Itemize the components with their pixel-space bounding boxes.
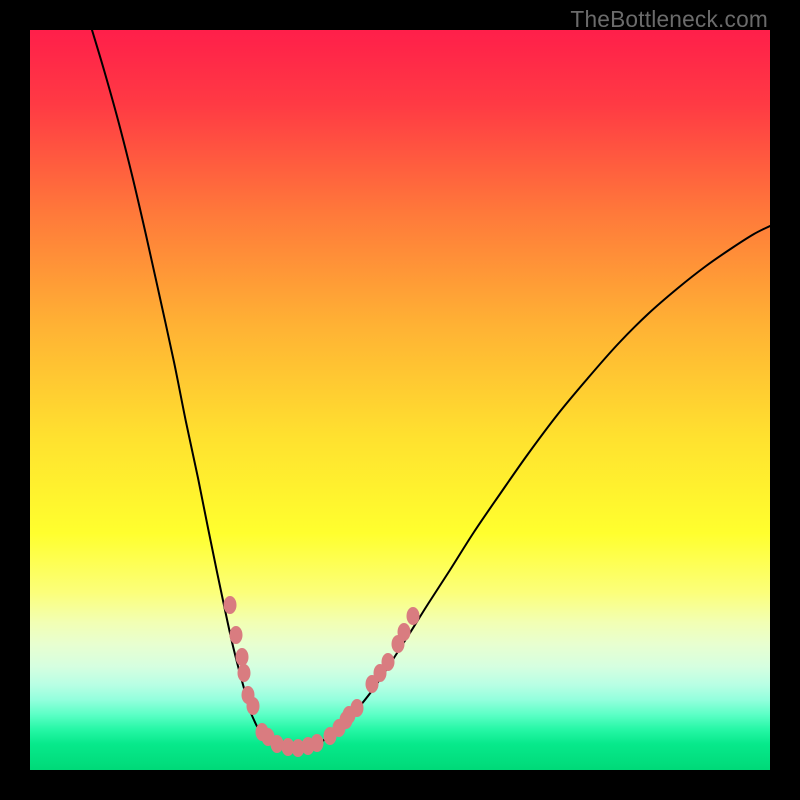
- data-marker: [271, 735, 284, 753]
- data-marker: [351, 699, 364, 717]
- plot-area: [30, 30, 770, 770]
- data-marker: [398, 623, 411, 641]
- data-marker: [224, 596, 237, 614]
- data-marker: [230, 626, 243, 644]
- data-marker: [382, 653, 395, 671]
- bottleneck-curve: [92, 30, 770, 748]
- data-marker: [236, 648, 249, 666]
- data-markers: [224, 596, 420, 757]
- chart-outer-frame: TheBottleneck.com: [0, 0, 800, 800]
- data-marker: [311, 734, 324, 752]
- data-marker: [247, 697, 260, 715]
- data-marker: [407, 607, 420, 625]
- watermark-text: TheBottleneck.com: [570, 6, 768, 33]
- curve-layer: [30, 30, 770, 770]
- data-marker: [238, 664, 251, 682]
